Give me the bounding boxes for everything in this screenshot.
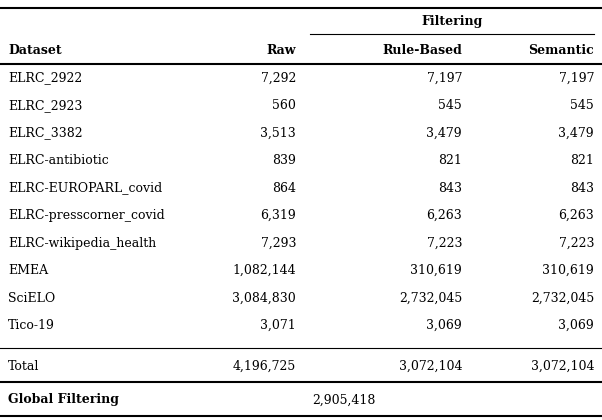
Text: 3,072,104: 3,072,104 (530, 360, 594, 373)
Text: 843: 843 (438, 181, 462, 194)
Text: 545: 545 (438, 99, 462, 112)
Text: ELRC-EUROPARL_covid: ELRC-EUROPARL_covid (8, 181, 163, 194)
Text: 7,293: 7,293 (261, 236, 296, 249)
Text: 7,223: 7,223 (426, 236, 462, 249)
Text: 821: 821 (570, 154, 594, 167)
Text: 545: 545 (570, 99, 594, 112)
Text: SciELO: SciELO (8, 291, 55, 304)
Text: 7,197: 7,197 (559, 71, 594, 84)
Text: 310,619: 310,619 (542, 264, 594, 277)
Text: ELRC-wikipedia_health: ELRC-wikipedia_health (8, 236, 157, 249)
Text: ELRC_2922: ELRC_2922 (8, 71, 82, 84)
Text: 7,197: 7,197 (426, 71, 462, 84)
Text: 2,905,418: 2,905,418 (312, 394, 376, 407)
Text: 3,513: 3,513 (260, 126, 296, 139)
Text: 560: 560 (272, 99, 296, 112)
Text: Raw: Raw (267, 44, 296, 57)
Text: Rule-Based: Rule-Based (382, 44, 462, 57)
Text: 864: 864 (272, 181, 296, 194)
Text: Tico-19: Tico-19 (8, 319, 55, 332)
Text: 310,619: 310,619 (410, 264, 462, 277)
Text: 2,732,045: 2,732,045 (531, 291, 594, 304)
Text: 7,223: 7,223 (559, 236, 594, 249)
Text: 3,071: 3,071 (260, 319, 296, 332)
Text: Filtering: Filtering (421, 16, 483, 29)
Text: EMEA: EMEA (8, 264, 48, 277)
Text: Global Filtering: Global Filtering (8, 394, 119, 407)
Text: 1,082,144: 1,082,144 (232, 264, 296, 277)
Text: 2,732,045: 2,732,045 (399, 291, 462, 304)
Text: Total: Total (8, 360, 39, 373)
Text: 3,069: 3,069 (426, 319, 462, 332)
Text: 7,292: 7,292 (261, 71, 296, 84)
Text: 4,196,725: 4,196,725 (233, 360, 296, 373)
Text: ELRC_3382: ELRC_3382 (8, 126, 82, 139)
Text: ELRC-antibiotic: ELRC-antibiotic (8, 154, 109, 167)
Text: 3,479: 3,479 (426, 126, 462, 139)
Text: ELRC_2923: ELRC_2923 (8, 99, 82, 112)
Text: 843: 843 (570, 181, 594, 194)
Text: 6,263: 6,263 (426, 209, 462, 222)
Text: 3,069: 3,069 (558, 319, 594, 332)
Text: 3,479: 3,479 (559, 126, 594, 139)
Text: 6,263: 6,263 (558, 209, 594, 222)
Text: 6,319: 6,319 (260, 209, 296, 222)
Text: 821: 821 (438, 154, 462, 167)
Text: 839: 839 (272, 154, 296, 167)
Text: 3,072,104: 3,072,104 (399, 360, 462, 373)
Text: ELRC-presscorner_covid: ELRC-presscorner_covid (8, 209, 165, 222)
Text: Dataset: Dataset (8, 44, 61, 57)
Text: 3,084,830: 3,084,830 (232, 291, 296, 304)
Text: Semantic: Semantic (528, 44, 594, 57)
